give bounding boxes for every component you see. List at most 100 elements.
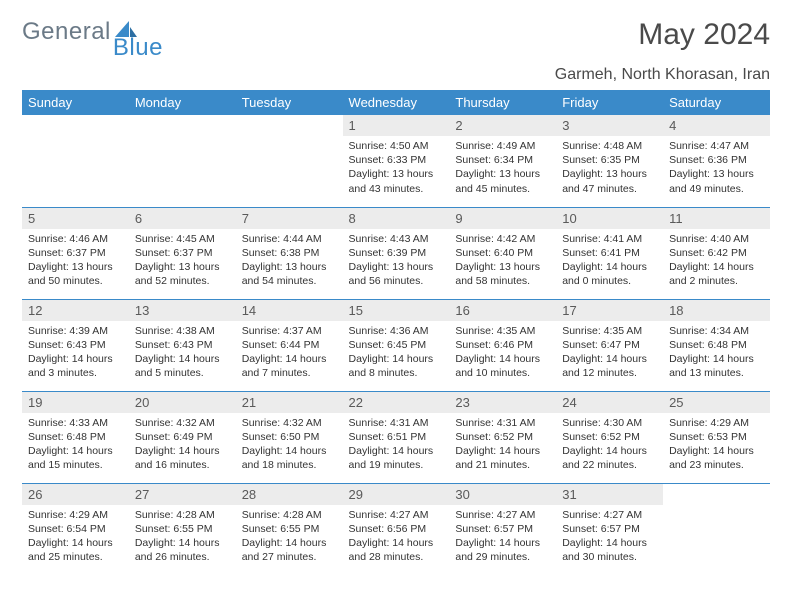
- daylight-text-2: and 28 minutes.: [349, 550, 444, 564]
- sunset-text: Sunset: 6:35 PM: [562, 153, 657, 167]
- day-header: Sunday: [22, 90, 129, 115]
- day-details: Sunrise: 4:45 AMSunset: 6:37 PMDaylight:…: [129, 229, 236, 295]
- sunrise-text: Sunrise: 4:27 AM: [562, 508, 657, 522]
- day-details: Sunrise: 4:49 AMSunset: 6:34 PMDaylight:…: [449, 136, 556, 202]
- calendar-cell: 17Sunrise: 4:35 AMSunset: 6:47 PMDayligh…: [556, 299, 663, 391]
- calendar-week: 26Sunrise: 4:29 AMSunset: 6:54 PMDayligh…: [22, 483, 770, 575]
- daylight-text-2: and 22 minutes.: [562, 458, 657, 472]
- daylight-text-2: and 30 minutes.: [562, 550, 657, 564]
- sunrise-text: Sunrise: 4:44 AM: [242, 232, 337, 246]
- calendar-week: 12Sunrise: 4:39 AMSunset: 6:43 PMDayligh…: [22, 299, 770, 391]
- sunset-text: Sunset: 6:45 PM: [349, 338, 444, 352]
- day-number: [236, 115, 343, 136]
- daylight-text: Daylight: 14 hours: [669, 444, 764, 458]
- calendar-cell: 2Sunrise: 4:49 AMSunset: 6:34 PMDaylight…: [449, 115, 556, 207]
- daylight-text: Daylight: 14 hours: [242, 536, 337, 550]
- day-details: Sunrise: 4:33 AMSunset: 6:48 PMDaylight:…: [22, 413, 129, 479]
- calendar-cell: 18Sunrise: 4:34 AMSunset: 6:48 PMDayligh…: [663, 299, 770, 391]
- daylight-text-2: and 29 minutes.: [455, 550, 550, 564]
- calendar-cell: 14Sunrise: 4:37 AMSunset: 6:44 PMDayligh…: [236, 299, 343, 391]
- day-header-row: SundayMondayTuesdayWednesdayThursdayFrid…: [22, 90, 770, 115]
- day-number: 29: [343, 484, 450, 505]
- day-number: 24: [556, 392, 663, 413]
- day-details: Sunrise: 4:43 AMSunset: 6:39 PMDaylight:…: [343, 229, 450, 295]
- calendar-cell: 27Sunrise: 4:28 AMSunset: 6:55 PMDayligh…: [129, 483, 236, 575]
- day-number: 17: [556, 300, 663, 321]
- daylight-text-2: and 52 minutes.: [135, 274, 230, 288]
- daylight-text: Daylight: 13 hours: [669, 167, 764, 181]
- calendar-cell: 12Sunrise: 4:39 AMSunset: 6:43 PMDayligh…: [22, 299, 129, 391]
- sunrise-text: Sunrise: 4:39 AM: [28, 324, 123, 338]
- daylight-text-2: and 21 minutes.: [455, 458, 550, 472]
- daylight-text: Daylight: 13 hours: [349, 167, 444, 181]
- day-number: 26: [22, 484, 129, 505]
- day-details: Sunrise: 4:39 AMSunset: 6:43 PMDaylight:…: [22, 321, 129, 387]
- sunrise-text: Sunrise: 4:31 AM: [349, 416, 444, 430]
- day-details: Sunrise: 4:50 AMSunset: 6:33 PMDaylight:…: [343, 136, 450, 202]
- sunset-text: Sunset: 6:44 PM: [242, 338, 337, 352]
- sunrise-text: Sunrise: 4:29 AM: [28, 508, 123, 522]
- daylight-text: Daylight: 14 hours: [135, 536, 230, 550]
- calendar-table: SundayMondayTuesdayWednesdayThursdayFrid…: [22, 90, 770, 575]
- day-header: Wednesday: [343, 90, 450, 115]
- daylight-text-2: and 5 minutes.: [135, 366, 230, 380]
- calendar-cell: 28Sunrise: 4:28 AMSunset: 6:55 PMDayligh…: [236, 483, 343, 575]
- daylight-text-2: and 54 minutes.: [242, 274, 337, 288]
- day-number: 7: [236, 208, 343, 229]
- sunset-text: Sunset: 6:49 PM: [135, 430, 230, 444]
- calendar-cell: 21Sunrise: 4:32 AMSunset: 6:50 PMDayligh…: [236, 391, 343, 483]
- daylight-text-2: and 8 minutes.: [349, 366, 444, 380]
- day-details: Sunrise: 4:28 AMSunset: 6:55 PMDaylight:…: [129, 505, 236, 571]
- calendar-cell: 9Sunrise: 4:42 AMSunset: 6:40 PMDaylight…: [449, 207, 556, 299]
- sunrise-text: Sunrise: 4:35 AM: [455, 324, 550, 338]
- calendar-week: 5Sunrise: 4:46 AMSunset: 6:37 PMDaylight…: [22, 207, 770, 299]
- daylight-text-2: and 27 minutes.: [242, 550, 337, 564]
- calendar-cell: [663, 483, 770, 575]
- daylight-text: Daylight: 13 hours: [455, 260, 550, 274]
- day-number: 23: [449, 392, 556, 413]
- daylight-text-2: and 10 minutes.: [455, 366, 550, 380]
- day-number: 18: [663, 300, 770, 321]
- location-text: Garmeh, North Khorasan, Iran: [22, 66, 770, 84]
- calendar-cell: [129, 115, 236, 207]
- daylight-text-2: and 16 minutes.: [135, 458, 230, 472]
- calendar-week: 19Sunrise: 4:33 AMSunset: 6:48 PMDayligh…: [22, 391, 770, 483]
- daylight-text: Daylight: 14 hours: [135, 444, 230, 458]
- calendar-week: 1Sunrise: 4:50 AMSunset: 6:33 PMDaylight…: [22, 115, 770, 207]
- day-details: Sunrise: 4:37 AMSunset: 6:44 PMDaylight:…: [236, 321, 343, 387]
- calendar-cell: 30Sunrise: 4:27 AMSunset: 6:57 PMDayligh…: [449, 483, 556, 575]
- daylight-text: Daylight: 13 hours: [455, 167, 550, 181]
- sunrise-text: Sunrise: 4:42 AM: [455, 232, 550, 246]
- daylight-text: Daylight: 14 hours: [242, 444, 337, 458]
- day-number: 22: [343, 392, 450, 413]
- day-details: Sunrise: 4:44 AMSunset: 6:38 PMDaylight:…: [236, 229, 343, 295]
- day-header: Tuesday: [236, 90, 343, 115]
- daylight-text: Daylight: 14 hours: [28, 536, 123, 550]
- day-details: Sunrise: 4:28 AMSunset: 6:55 PMDaylight:…: [236, 505, 343, 571]
- sunset-text: Sunset: 6:38 PM: [242, 246, 337, 260]
- month-title: May 2024: [638, 18, 770, 52]
- day-number: 20: [129, 392, 236, 413]
- daylight-text: Daylight: 14 hours: [28, 352, 123, 366]
- day-number: 13: [129, 300, 236, 321]
- calendar-cell: 8Sunrise: 4:43 AMSunset: 6:39 PMDaylight…: [343, 207, 450, 299]
- sunrise-text: Sunrise: 4:47 AM: [669, 139, 764, 153]
- sunset-text: Sunset: 6:39 PM: [349, 246, 444, 260]
- daylight-text-2: and 2 minutes.: [669, 274, 764, 288]
- sunrise-text: Sunrise: 4:32 AM: [242, 416, 337, 430]
- sunset-text: Sunset: 6:50 PM: [242, 430, 337, 444]
- daylight-text: Daylight: 13 hours: [349, 260, 444, 274]
- day-number: 9: [449, 208, 556, 229]
- sunrise-text: Sunrise: 4:35 AM: [562, 324, 657, 338]
- calendar-cell: 22Sunrise: 4:31 AMSunset: 6:51 PMDayligh…: [343, 391, 450, 483]
- day-number: [129, 115, 236, 136]
- day-number: 3: [556, 115, 663, 136]
- day-details: Sunrise: 4:27 AMSunset: 6:56 PMDaylight:…: [343, 505, 450, 571]
- day-number: 6: [129, 208, 236, 229]
- sunrise-text: Sunrise: 4:46 AM: [28, 232, 123, 246]
- calendar-cell: 24Sunrise: 4:30 AMSunset: 6:52 PMDayligh…: [556, 391, 663, 483]
- daylight-text: Daylight: 13 hours: [562, 167, 657, 181]
- sunrise-text: Sunrise: 4:48 AM: [562, 139, 657, 153]
- sunrise-text: Sunrise: 4:45 AM: [135, 232, 230, 246]
- sunset-text: Sunset: 6:56 PM: [349, 522, 444, 536]
